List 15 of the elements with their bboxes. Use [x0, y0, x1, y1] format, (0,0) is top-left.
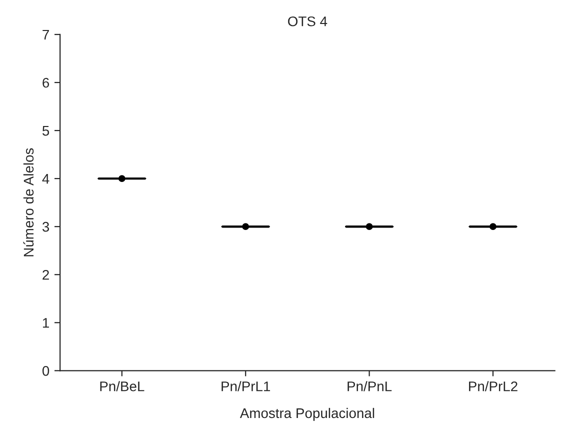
- chart-title: OTS 4: [288, 16, 328, 26]
- y-axis-title: Número de Alelos: [23, 148, 34, 256]
- y-tick-label: 1: [42, 318, 49, 328]
- y-tick-label: 6: [42, 78, 50, 88]
- x-tick-label: Pn/BeL: [100, 381, 144, 392]
- y-tick-label: 0: [42, 366, 50, 376]
- y-tick-label: 7: [42, 30, 49, 40]
- x-axis-title: Amostra Populacional: [240, 408, 374, 421]
- y-tick-label: 3: [42, 222, 50, 232]
- y-tick-label: 2: [42, 270, 49, 280]
- y-tick-label: 4: [42, 174, 50, 184]
- x-tick-label: Pn/PnL: [348, 381, 392, 392]
- x-tick-label: Pn/PrL1: [222, 381, 270, 392]
- x-tick-label: Pn/PrL2: [469, 381, 518, 392]
- y-tick-label: 5: [42, 126, 50, 136]
